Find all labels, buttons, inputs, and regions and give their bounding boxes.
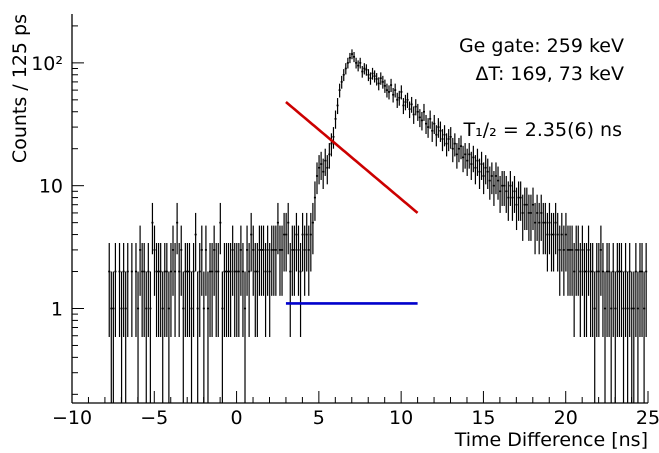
fit-series [285,101,419,214]
y-tick-label: 10² [31,53,63,75]
x-tick-label: 5 [313,407,325,429]
y-axis-label: Counts / 125 ps [9,14,31,163]
annotation-gate: Ge gate: 259 keV [459,35,624,57]
x-tick-label: 0 [231,407,243,429]
y-axis-ticks: 1 10 10² [31,25,84,395]
annotation-delta-t: ΔT: 169, 73 keV [475,63,624,85]
x-tick-label: 15 [471,407,495,429]
histogram-series [108,49,648,403]
x-tick-label: 25 [636,407,659,429]
annotation-half-life: T₁/₂ = 2.35(6) ns [463,119,622,141]
fit-curve [285,101,419,214]
x-axis-label: Time Difference [ns] [454,429,648,451]
y-tick-label: 1 [51,298,63,320]
axes [71,14,648,404]
x-tick-label: −5 [140,407,168,429]
x-tick-label: −10 [52,407,92,429]
x-tick-label: 10 [389,407,413,429]
y-tick-label: 10 [39,176,63,198]
x-tick-label: 20 [554,407,578,429]
x-axis-ticks: −10 −5 0 5 10 15 20 25 [52,391,659,429]
